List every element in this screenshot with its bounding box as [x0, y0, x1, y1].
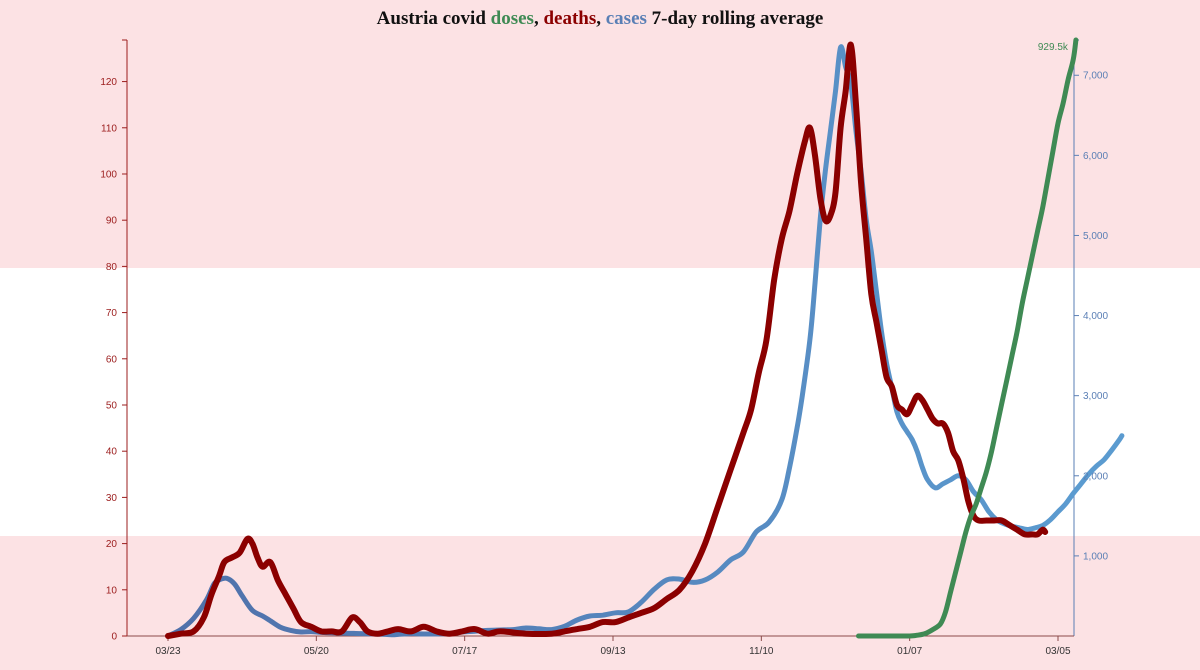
x-axis-tick-label: 09/13: [600, 646, 625, 657]
left-axis-tick-label: 30: [106, 493, 118, 504]
series-line-cases: [165, 44, 1125, 639]
title-doses: doses: [490, 8, 534, 29]
labels-layer: 0 10 20 30 40 50 60 70 80 90 100 110 120 1,000 2,000 3,…: [100, 42, 1108, 657]
left-axis-tick-label: 10: [106, 585, 118, 596]
title-suffix: 7-day rolling average: [646, 8, 824, 29]
right-axis-tick-label: 2,000: [1083, 471, 1108, 482]
x-axis-tick-label: 11/10: [749, 646, 774, 657]
title-deaths: deaths: [543, 8, 597, 29]
left-axis-tick-label: 40: [106, 447, 118, 458]
right-axis-tick-label: 4,000: [1083, 311, 1108, 322]
left-axis-tick-label: 50: [106, 400, 118, 411]
title-sep-1: ,: [533, 8, 544, 29]
left-axis-tick-label: 60: [106, 354, 118, 365]
right-axis-tick-label: 7,000: [1083, 71, 1108, 82]
right-axis-tick-label: 3,000: [1083, 391, 1108, 402]
left-axis-tick-label: 110: [101, 123, 117, 134]
doses-end-label: 929.5k: [1038, 42, 1069, 53]
left-axis-tick-label: 90: [106, 216, 118, 227]
left-axis-tick-label: 20: [106, 539, 118, 550]
flag-top-band: [0, 0, 1200, 268]
left-axis-tick-label: 100: [100, 169, 117, 180]
x-axis-tick-label: 01/07: [897, 646, 922, 657]
series-layer: [165, 37, 1125, 639]
right-axis-tick-label: 5,000: [1083, 231, 1108, 242]
chart-title: Austria covid doses, deaths, cases 7-day…: [0, 8, 1200, 30]
series-line-doses: [856, 37, 1079, 639]
left-axis-tick-label: 120: [100, 77, 117, 88]
x-axis-tick-label: 03/05: [1045, 646, 1070, 657]
right-axis-tick-label: 1,000: [1083, 551, 1108, 562]
title-prefix: Austria covid: [376, 8, 491, 29]
x-axis-tick-label: 05/20: [304, 646, 329, 657]
x-axis-tick-label: 07/17: [452, 646, 477, 657]
left-axis-tick-label: 70: [106, 308, 118, 319]
flag-bottom-band: [0, 536, 1200, 670]
series-line-deaths: [165, 41, 1049, 639]
x-axis-tick-label: 03/23: [155, 646, 180, 657]
right-axis-tick-label: 6,000: [1083, 151, 1108, 162]
left-axis-tick-label: 80: [106, 262, 118, 273]
left-axis-tick-label: 0: [111, 632, 117, 643]
axes-layer: [122, 39, 1079, 641]
title-sep-2: ,: [596, 8, 606, 29]
title-cases: cases: [605, 8, 647, 29]
